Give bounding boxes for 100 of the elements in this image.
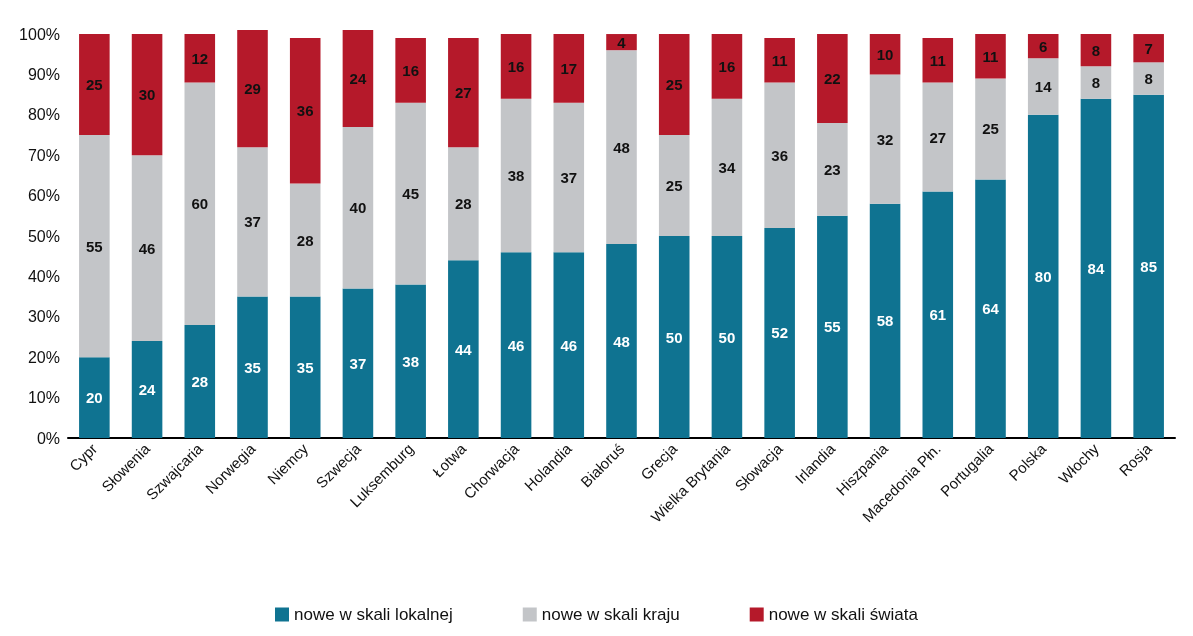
bar	[289, 296, 321, 438]
data-label: 28	[296, 231, 314, 249]
data-label: 24	[349, 69, 367, 87]
bar	[975, 34, 1006, 79]
bar	[658, 135, 690, 237]
y-tick-label: 10%	[27, 389, 60, 407]
data-label: 46	[560, 336, 578, 354]
data-label: 16	[718, 57, 736, 75]
bar	[131, 34, 163, 156]
bar	[1133, 94, 1164, 438]
data-label: 20	[86, 389, 103, 407]
y-tick-label: 30%	[27, 308, 60, 326]
bar	[922, 82, 954, 192]
data-label: 44	[455, 340, 473, 358]
data-label: 48	[613, 138, 630, 156]
data-label: 8	[1144, 69, 1153, 87]
data-label: 25	[86, 76, 103, 94]
data-label: 17	[560, 59, 578, 77]
bar	[658, 236, 690, 438]
data-label: 16	[507, 57, 525, 75]
data-label: 38	[402, 352, 419, 370]
bar	[1080, 66, 1112, 99]
data-label: 25	[665, 76, 683, 94]
data-label: 61	[929, 306, 947, 324]
bar	[606, 50, 637, 245]
bar	[79, 34, 110, 136]
data-label: 32	[876, 130, 894, 148]
data-label: 46	[507, 336, 525, 354]
bar	[79, 135, 110, 358]
bar	[500, 98, 532, 253]
bar	[711, 98, 743, 237]
bar	[869, 203, 901, 438]
bar	[553, 252, 585, 438]
data-label: 52	[771, 324, 788, 342]
data-label: 22	[824, 69, 841, 87]
bar	[869, 74, 901, 204]
bar	[1027, 114, 1059, 438]
bar	[184, 34, 216, 83]
bar	[395, 102, 426, 285]
bar	[237, 30, 268, 148]
data-label: 12	[191, 49, 209, 67]
bar	[764, 38, 795, 83]
data-label: 40	[349, 199, 367, 217]
data-label: 8	[1091, 74, 1101, 92]
bar	[342, 288, 374, 438]
bar	[975, 78, 1006, 180]
bar	[711, 34, 743, 99]
data-label: 50	[718, 328, 736, 346]
data-label: 8	[1091, 41, 1101, 59]
bar	[395, 38, 426, 103]
data-label: 64	[982, 300, 1000, 318]
bar	[553, 34, 585, 103]
bar	[764, 227, 795, 438]
data-label: 36	[771, 146, 788, 164]
data-label: 24	[138, 381, 157, 399]
data-label: 28	[455, 195, 472, 213]
y-tick-label: 100%	[19, 25, 60, 43]
y-tick-label: 60%	[27, 187, 60, 205]
data-label: 30	[138, 86, 156, 104]
data-label: 7	[1144, 39, 1153, 57]
data-label: 35	[296, 358, 314, 376]
legend-label: nowe w skali świata	[768, 605, 919, 624]
y-tick-label: 40%	[27, 267, 60, 285]
y-tick-label: 70%	[27, 146, 60, 164]
legend-label: nowe w skali lokalnej	[294, 605, 453, 624]
legend-label: nowe w skali kraju	[541, 605, 680, 624]
data-label: 60	[191, 195, 209, 213]
bar	[184, 324, 216, 438]
y-tick-label: 50%	[27, 227, 60, 245]
data-label: 23	[824, 160, 841, 178]
data-label: 37	[244, 213, 261, 231]
bar	[131, 341, 163, 438]
bar	[922, 191, 954, 438]
data-label: 34	[718, 158, 736, 176]
data-label: 11	[771, 51, 788, 69]
data-label: 25	[665, 177, 683, 195]
bar	[448, 38, 479, 148]
data-label: 85	[1140, 257, 1157, 275]
data-label: 4	[617, 33, 627, 51]
y-tick-label: 20%	[27, 348, 60, 366]
data-label: 80	[1034, 267, 1052, 285]
data-label: 28	[191, 372, 209, 390]
data-label: 55	[824, 318, 841, 336]
data-label: 27	[455, 84, 472, 102]
data-label: 55	[86, 237, 103, 255]
data-label: 11	[982, 47, 999, 65]
data-label: 36	[296, 102, 314, 120]
bar	[1027, 34, 1059, 59]
bar	[131, 155, 163, 342]
bar	[711, 236, 743, 438]
bar	[553, 102, 585, 253]
data-label: 48	[613, 332, 630, 350]
bar	[289, 183, 321, 297]
bar	[922, 38, 954, 83]
bar	[395, 284, 426, 438]
bar	[448, 147, 479, 261]
bar	[817, 215, 848, 438]
data-label: 14	[1034, 78, 1053, 96]
bar	[289, 38, 321, 184]
data-label: 38	[507, 166, 525, 184]
